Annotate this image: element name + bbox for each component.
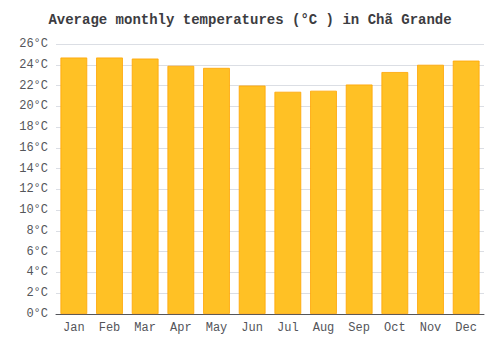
svg-text:Average monthly temperatures (: Average monthly temperatures (°C ) in Ch…	[48, 12, 451, 28]
svg-text:Aug: Aug	[313, 321, 335, 335]
svg-text:12°C: 12°C	[19, 182, 48, 196]
svg-text:20°C: 20°C	[19, 99, 48, 113]
svg-text:16°C: 16°C	[19, 141, 48, 155]
svg-text:10°C: 10°C	[19, 203, 48, 217]
svg-text:14°C: 14°C	[19, 162, 48, 176]
svg-text:Jul: Jul	[277, 321, 299, 335]
svg-text:26°C: 26°C	[19, 37, 48, 51]
svg-text:Jun: Jun	[241, 321, 263, 335]
svg-text:Feb: Feb	[99, 321, 121, 335]
svg-text:4°C: 4°C	[26, 265, 48, 279]
svg-text:Nov: Nov	[420, 321, 442, 335]
svg-text:8°C: 8°C	[26, 224, 48, 238]
svg-text:Oct: Oct	[384, 321, 406, 335]
svg-text:May: May	[206, 321, 228, 335]
svg-text:24°C: 24°C	[19, 58, 48, 72]
svg-text:22°C: 22°C	[19, 79, 48, 93]
svg-text:Dec: Dec	[455, 321, 477, 335]
svg-text:Mar: Mar	[134, 321, 156, 335]
svg-text:6°C: 6°C	[26, 245, 48, 259]
svg-text:18°C: 18°C	[19, 120, 48, 134]
svg-text:Apr: Apr	[170, 321, 192, 335]
svg-text:Jan: Jan	[63, 321, 85, 335]
svg-text:2°C: 2°C	[26, 286, 48, 300]
svg-text:Sep: Sep	[348, 321, 370, 335]
svg-text:0°C: 0°C	[26, 307, 48, 321]
